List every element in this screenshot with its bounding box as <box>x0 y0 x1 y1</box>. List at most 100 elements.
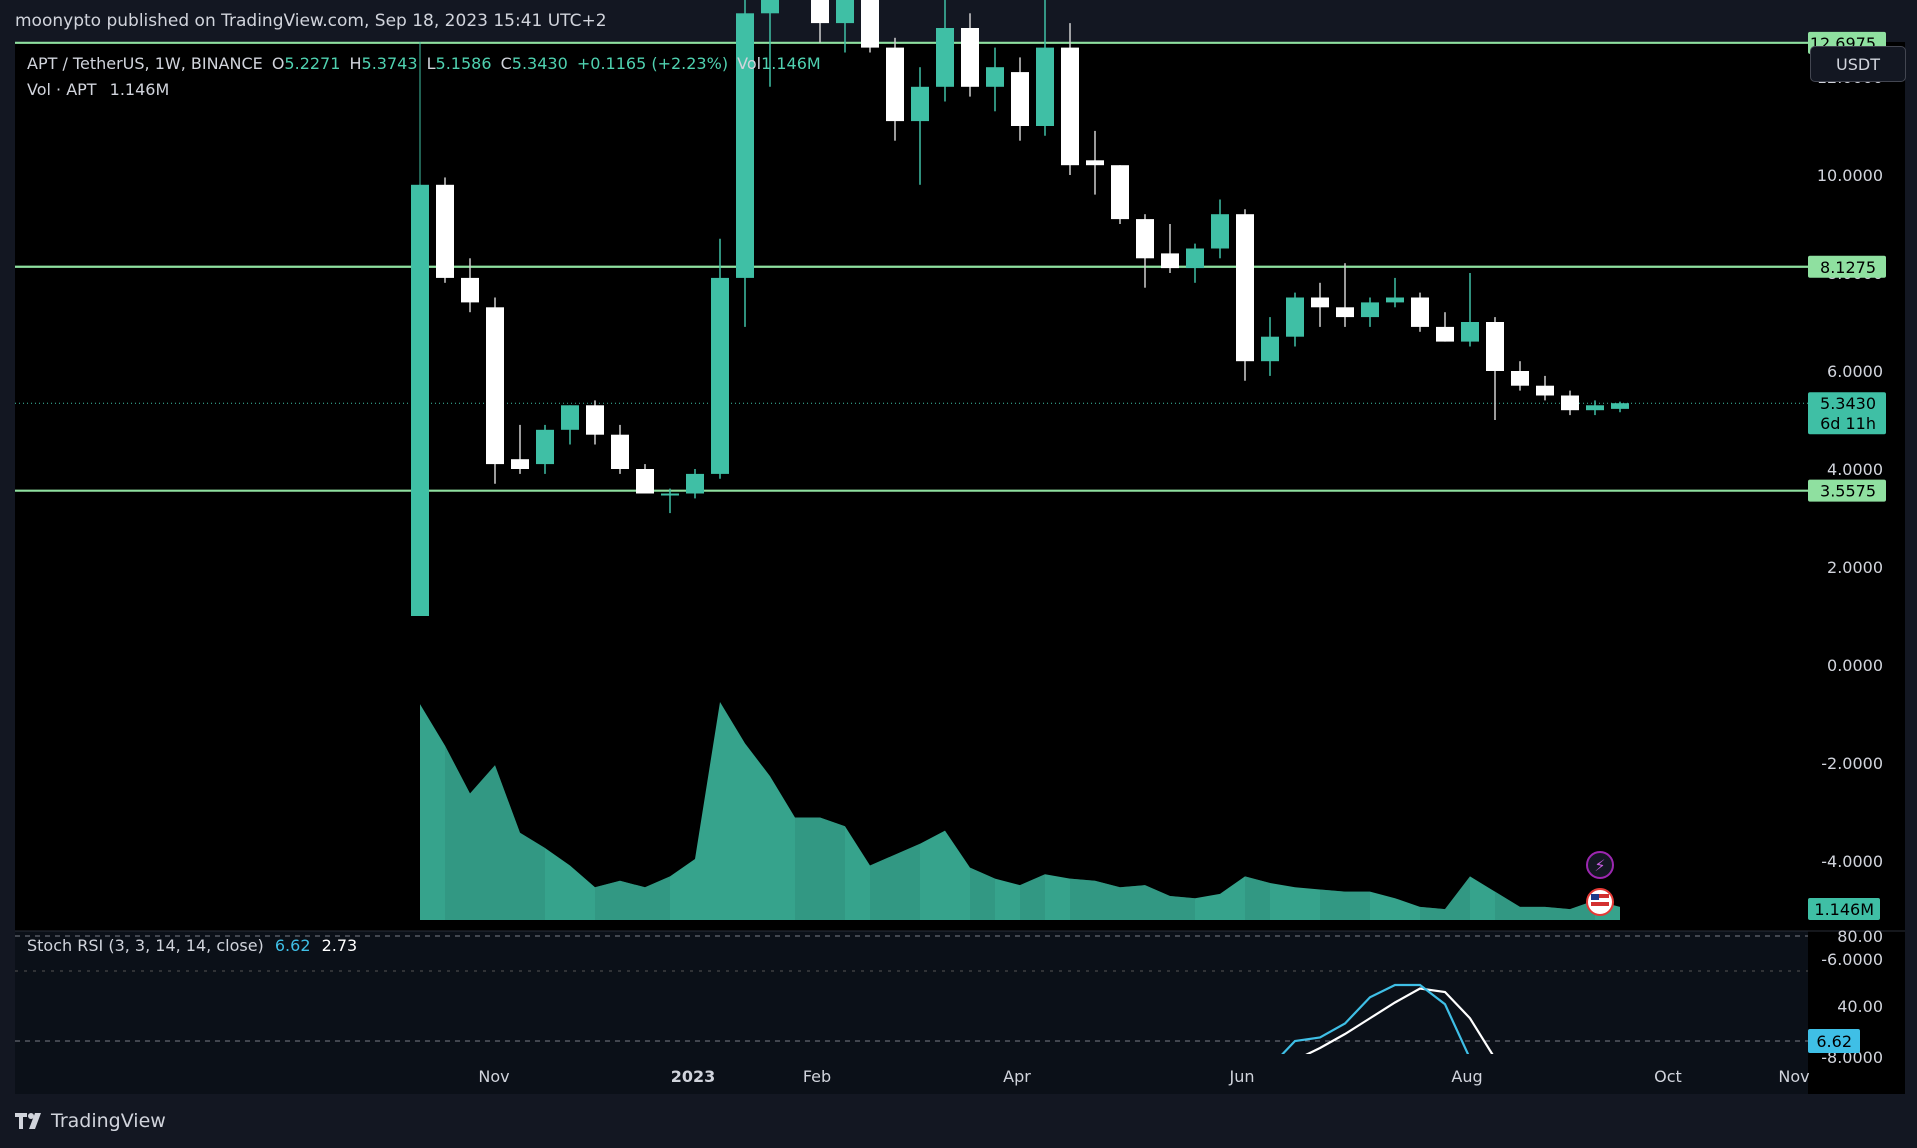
candle-body <box>511 459 529 469</box>
vol-label: Vol <box>737 54 762 73</box>
volume-bar-shade <box>1520 906 1545 920</box>
publisher-bar: moonypto published on TradingView.com, S… <box>0 0 1917 42</box>
candle-body <box>761 0 779 14</box>
tradingview-logo[interactable]: TradingView <box>15 1110 166 1132</box>
last-price-label: 5.3430 <box>1820 394 1876 413</box>
candle-body <box>586 405 604 435</box>
tradingview-brand: TradingView <box>51 1110 166 1132</box>
last-price-tag <box>1808 392 1886 435</box>
candle-body <box>711 277 729 474</box>
low-label: L <box>426 54 436 73</box>
candle-body <box>1561 395 1579 411</box>
level-price-tag <box>1808 255 1886 278</box>
candle-body <box>1261 336 1279 362</box>
volume-price-tag <box>1808 898 1880 920</box>
time-axis-label: Nov <box>478 1067 509 1086</box>
candle-body <box>1336 307 1354 318</box>
level-price-label: 3.5575 <box>1820 482 1876 501</box>
stoch-tick-label: 40.00 <box>1837 997 1883 1016</box>
candle-body <box>1311 297 1329 308</box>
price-tick-label: -6.0000 <box>1821 950 1883 969</box>
us-flag-canton-icon <box>1591 894 1599 900</box>
publisher-text: moonypto published on TradingView.com, S… <box>15 11 607 31</box>
candle-body <box>1061 47 1079 166</box>
candle-body <box>1161 253 1179 269</box>
volume-bar-shade <box>1070 878 1095 920</box>
candle-body <box>1286 297 1304 337</box>
volume-bar-shade <box>1170 896 1195 920</box>
volume-bar-shade <box>795 817 820 920</box>
stoch-k-tag <box>1808 1029 1860 1053</box>
volume-bar-shade <box>1445 876 1470 920</box>
stoch-rsi-k-value: 6.62 <box>274 936 311 955</box>
price-tick-label: 6.0000 <box>1827 362 1883 381</box>
candle-body <box>611 434 629 469</box>
volume-bar-shade <box>1420 906 1445 920</box>
symbol-name[interactable]: APT / TetherUS, 1W, BINANCE <box>27 54 263 73</box>
level-price-label: 8.1275 <box>1820 258 1876 277</box>
volume-bar-shade <box>820 817 845 920</box>
candle-body <box>1536 385 1554 396</box>
lightning-event-icon <box>1586 851 1614 879</box>
candle-body <box>661 493 679 496</box>
volume-indicator-value: 1.146M <box>109 80 170 99</box>
volume-bar-shade <box>870 854 895 920</box>
volume-indicator-label[interactable]: Vol · APT <box>27 80 97 99</box>
volume-bar-shade <box>895 843 920 920</box>
candle-body <box>1436 326 1454 342</box>
open-label: O <box>271 54 285 73</box>
stoch-rsi-label[interactable]: Stoch RSI (3, 3, 14, 14, close) <box>27 936 264 955</box>
stoch-rsi-d-line <box>1305 987 1494 1054</box>
candle-body <box>811 0 829 24</box>
candle-body <box>1386 297 1404 303</box>
us-flag-stripe-icon <box>1591 894 1609 898</box>
stoch-rsi-pane-background <box>15 931 1808 1094</box>
volume-bar-shade <box>470 765 495 920</box>
lightning-glyph-icon: ⚡ <box>1594 856 1605 875</box>
volume-bar-shade <box>495 765 520 920</box>
candle-body <box>836 0 854 24</box>
candle-body <box>1011 72 1029 126</box>
candle-body <box>886 47 904 122</box>
volume-bar-shade <box>1145 885 1170 920</box>
price-tick-label: 10.0000 <box>1817 166 1883 185</box>
low-value: 5.1586 <box>435 54 492 73</box>
time-axis-label: Apr <box>1003 1067 1031 1086</box>
candle-body <box>1586 405 1604 411</box>
time-axis-label: Oct <box>1654 1067 1682 1086</box>
price-tick-label: -2.0000 <box>1821 754 1883 773</box>
currency-button[interactable]: USDT <box>1810 46 1906 82</box>
change-value: +0.1165 (+2.23%) <box>576 54 729 73</box>
price-tick-label: 0.0000 <box>1827 656 1883 675</box>
volume-bar-shade <box>1495 891 1520 920</box>
candle-body <box>1361 302 1379 318</box>
volume-bar-shade <box>620 880 645 920</box>
stoch-k-tag-label: 6.62 <box>1816 1032 1852 1051</box>
candle-body <box>636 469 654 494</box>
volume-bar-shade <box>445 745 470 920</box>
candle-body <box>736 13 754 278</box>
time-axis-label: Jun <box>1229 1067 1255 1086</box>
volume-bar-shade <box>1245 876 1270 920</box>
price-tick-label: 2.0000 <box>1827 558 1883 577</box>
time-axis-label: Feb <box>803 1067 831 1086</box>
candle-body <box>861 0 879 48</box>
stoch-tick-label: 80.00 <box>1837 927 1883 946</box>
volume-legend: Vol · APT 1.146M <box>27 80 169 99</box>
stoch-rsi-k-line <box>1281 983 1470 1054</box>
volume-bar-shade <box>1545 906 1570 920</box>
candle-body <box>936 28 954 87</box>
bar-countdown-label: 6d 11h <box>1820 414 1876 433</box>
volume-bar-shade <box>1120 885 1145 920</box>
candle-body <box>1086 160 1104 166</box>
price-pane-background <box>15 42 1808 931</box>
time-axis-label: Aug <box>1451 1067 1482 1086</box>
volume-bar-shade <box>1020 874 1045 920</box>
open-value: 5.2271 <box>284 54 341 73</box>
price-tick-label: -4.0000 <box>1821 852 1883 871</box>
volume-bar-shade <box>1320 889 1345 920</box>
volume-area <box>420 702 1620 920</box>
candle-body <box>1036 47 1054 126</box>
level-price-tag <box>1808 479 1886 502</box>
